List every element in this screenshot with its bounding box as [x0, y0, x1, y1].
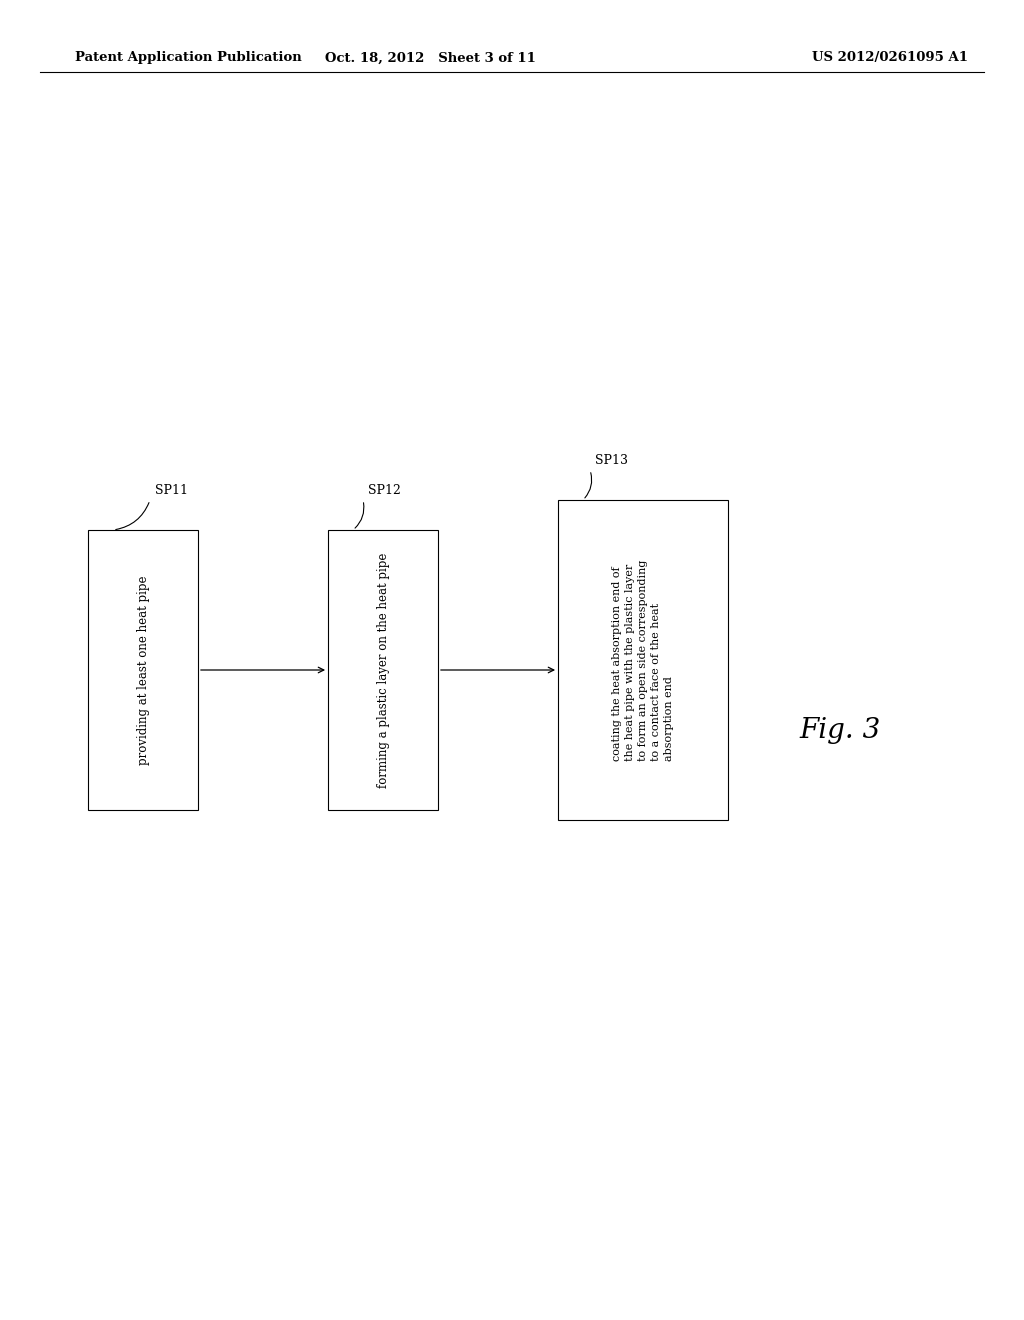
Text: forming a plastic layer on the heat pipe: forming a plastic layer on the heat pipe	[377, 552, 389, 788]
Text: Oct. 18, 2012   Sheet 3 of 11: Oct. 18, 2012 Sheet 3 of 11	[325, 51, 536, 65]
Bar	[558, 500, 728, 820]
Text: Patent Application Publication: Patent Application Publication	[75, 51, 302, 65]
Text: providing at least one heat pipe: providing at least one heat pipe	[136, 576, 150, 764]
Text: coating the heat absorption end of
the heat pipe with the plastic layer
to form : coating the heat absorption end of the h…	[611, 560, 675, 760]
Bar	[88, 531, 198, 810]
Text: Fig. 3: Fig. 3	[800, 717, 881, 743]
Text: US 2012/0261095 A1: US 2012/0261095 A1	[812, 51, 968, 65]
Text: SP11: SP11	[155, 483, 188, 496]
Text: SP12: SP12	[368, 483, 400, 496]
Bar	[328, 531, 438, 810]
Text: SP13: SP13	[595, 454, 628, 466]
